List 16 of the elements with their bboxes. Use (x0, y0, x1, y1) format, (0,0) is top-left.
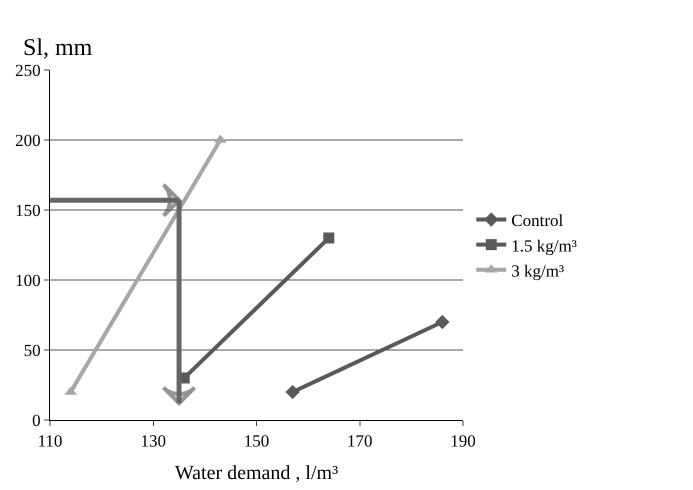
x-tick-label: 130 (140, 431, 166, 450)
y-tick-label: 150 (15, 200, 41, 220)
legend-label: 3 kg/m³ (511, 261, 564, 280)
x-tick-label: 150 (244, 431, 270, 450)
legend-label: Control (511, 211, 564, 230)
legend-label: 1.5 kg/m³ (511, 236, 577, 256)
y-tick-label: 100 (15, 270, 41, 290)
x-tick-label: 190 (450, 431, 476, 450)
y-tick-label: 50 (24, 340, 41, 360)
x-tick-label: 110 (38, 431, 62, 450)
y-tick-label: 250 (15, 60, 41, 80)
y-axis-title: Sl, mm (23, 35, 93, 61)
y-tick-label: 0 (32, 410, 41, 430)
x-tick-label: 170 (347, 431, 372, 450)
y-tick-label: 200 (15, 130, 41, 150)
x-axis-title: Water demand , l/m³ (174, 462, 338, 484)
